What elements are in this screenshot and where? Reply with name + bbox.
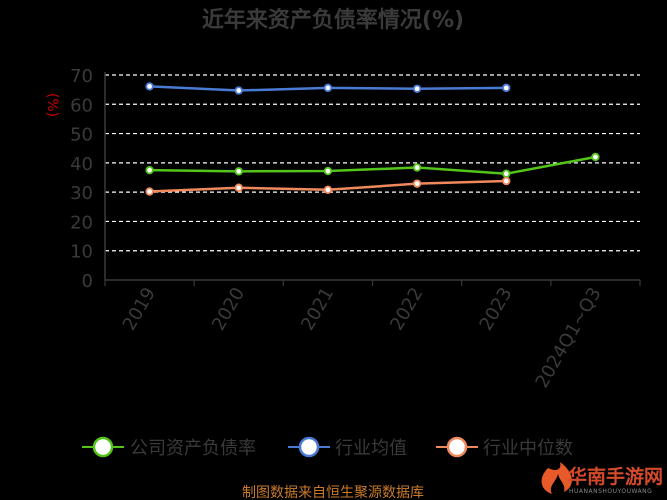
x-axis-ticks: 2019 2020 2021 2022 2023 2024Q1~Q3 (119, 284, 606, 392)
data-point-1-0 (145, 82, 154, 91)
data-point-1-3 (412, 84, 422, 93)
watermark-subtext: HUANANSHOUYOUWANG (569, 488, 652, 495)
axes (104, 72, 641, 286)
footer-source: 制图数据来自恒生聚源数据库 (242, 485, 424, 500)
data-point-0-5 (591, 152, 600, 162)
data-point-1-4 (502, 83, 511, 93)
legend-marker-0 (92, 436, 114, 458)
y-axis-unit-label: (%) (44, 93, 60, 117)
data-point-1-2 (323, 83, 333, 93)
chart-title: 近年来资产负债率情况(%) (202, 7, 464, 33)
legend-marker-2 (446, 436, 468, 458)
series-line-0 (149, 155, 596, 175)
data-point-0-2 (323, 166, 333, 176)
x-tick-label-2020: 2020 (208, 284, 249, 334)
data-point-0-1 (234, 167, 243, 176)
y-tick-label-10: 10 (70, 242, 93, 263)
y-tick-label-70: 70 (70, 66, 93, 87)
data-point-0-4 (502, 169, 511, 178)
data-point-1-1 (234, 86, 243, 95)
y-tick-label-0: 0 (82, 271, 93, 292)
legend: 公司资产负债率 行业均值 行业中位数 (82, 436, 573, 459)
watermark-logo: 华南手游网 HUANANSHOUYOUWANG (541, 462, 663, 495)
legend-label-2: 行业中位数 (483, 438, 573, 459)
y-axis-ticks: 0 10 20 30 40 50 60 70 (70, 66, 93, 292)
data-point-2-4 (502, 176, 511, 186)
x-tick-label-2024Q1~Q3: 2024Q1~Q3 (531, 284, 605, 392)
y-tick-label-40: 40 (70, 154, 93, 175)
data-point-2-3 (412, 179, 422, 188)
data-point-0-0 (145, 165, 154, 175)
data-point-2-2 (323, 185, 333, 194)
series-lines (145, 82, 600, 196)
legend-marker-1 (298, 436, 320, 458)
x-tick-label-2019: 2019 (119, 284, 160, 334)
legend-label-1: 行业均值 (335, 438, 407, 459)
gridlines (105, 74, 640, 252)
x-tick-label-2023: 2023 (475, 284, 516, 334)
data-point-2-0 (145, 187, 154, 196)
y-tick-label-30: 30 (70, 183, 93, 204)
data-point-2-1 (234, 183, 243, 192)
watermark-text: 华南手游网 (568, 465, 663, 488)
y-tick-label-20: 20 (70, 212, 93, 233)
data-point-0-3 (412, 163, 422, 172)
x-tick-label-2022: 2022 (386, 284, 427, 334)
y-tick-label-60: 60 (70, 95, 93, 116)
y-tick-label-50: 50 (70, 125, 93, 146)
x-tick-label-2021: 2021 (297, 284, 338, 334)
legend-label-0: 公司资产负债率 (130, 438, 256, 459)
watermark-flame-icon (541, 462, 572, 494)
